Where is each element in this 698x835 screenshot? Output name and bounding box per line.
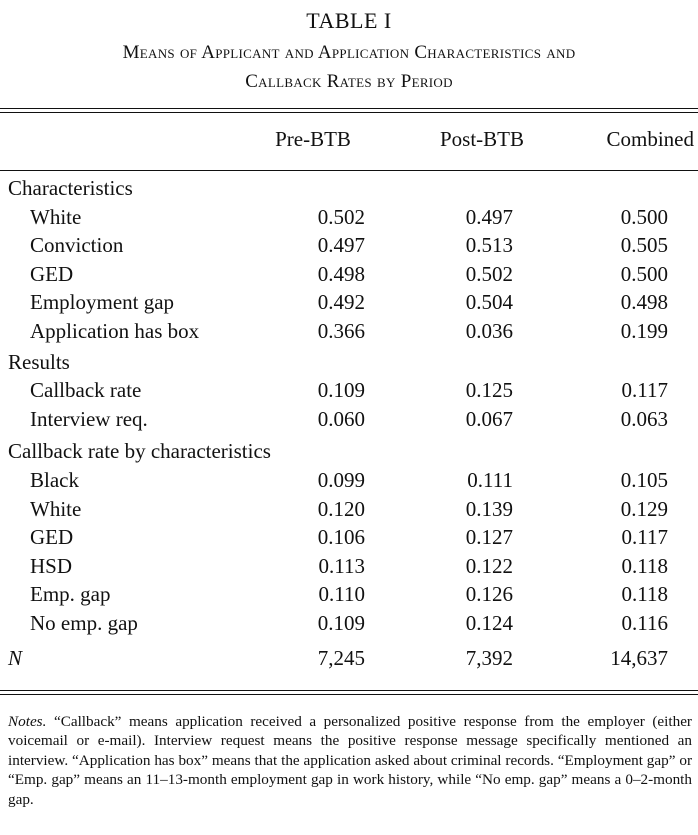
table-label: TABLE I	[306, 8, 392, 33]
row-label: GED	[30, 261, 74, 286]
cell-combined: 0.500	[620, 204, 668, 229]
cell-pre-btb: 0.060	[317, 406, 365, 431]
row-label: Employment gap	[30, 290, 175, 315]
n-pre-btb: 7,245	[317, 645, 365, 670]
cell-pre-btb: 0.110	[318, 582, 365, 607]
row-label: Conviction	[30, 233, 124, 258]
top-rule-double	[0, 112, 698, 113]
cell-combined: 0.500	[620, 261, 668, 286]
table-notes: Notes. “Callback” means application rece…	[8, 712, 692, 809]
cell-combined: 0.116	[621, 611, 668, 635]
row-label: Application has box	[30, 319, 200, 343]
cell-pre-btb: 0.106	[317, 525, 365, 550]
cell-combined: 0.117	[621, 525, 668, 550]
cell-pre-btb: 0.120	[317, 496, 365, 521]
row-label: White	[30, 204, 82, 229]
n-row-label: N	[8, 645, 23, 670]
cell-pre-btb: 0.492	[317, 290, 365, 315]
cell-post-btb: 0.504	[465, 290, 513, 315]
cell-combined: 0.118	[621, 553, 668, 578]
cell-post-btb: 0.125	[465, 378, 513, 403]
section-heading: Results	[8, 349, 70, 374]
table-caption-line-2: Callback Rates by Period	[245, 71, 453, 92]
table-caption-line-1: Means of Applicant and Application Chara…	[122, 42, 576, 63]
cell-combined: 0.498	[620, 290, 668, 315]
n-combined: 14,637	[610, 645, 668, 670]
header-rule	[0, 170, 698, 171]
row-label: GED	[30, 525, 74, 550]
row-label: White	[30, 496, 82, 521]
cell-pre-btb: 0.099	[317, 468, 365, 492]
cell-pre-btb: 0.497	[317, 233, 365, 258]
cell-post-btb: 0.111	[467, 468, 513, 492]
cell-combined: 0.118	[621, 582, 668, 607]
cell-pre-btb: 0.498	[317, 261, 365, 286]
cell-post-btb: 0.502	[465, 261, 513, 286]
column-header-combined: Combined	[606, 127, 695, 151]
cell-post-btb: 0.036	[465, 319, 513, 343]
bottom-rule	[0, 690, 698, 691]
notes-body: “Callback” means application received a …	[8, 713, 692, 808]
row-label: Emp. gap	[30, 582, 111, 607]
cell-combined: 0.105	[620, 468, 668, 492]
column-header-post-btb: Post-BTB	[439, 127, 525, 151]
cell-combined: 0.199	[620, 319, 668, 343]
cell-post-btb: 0.067	[465, 406, 513, 431]
notes-head: Notes.	[8, 713, 47, 730]
cell-post-btb: 0.122	[465, 553, 513, 578]
cell-post-btb: 0.513	[465, 233, 513, 258]
cell-post-btb: 0.139	[465, 496, 513, 521]
cell-combined: 0.117	[621, 378, 668, 403]
cell-combined: 0.129	[620, 496, 668, 521]
cell-pre-btb: 0.109	[317, 378, 365, 403]
cell-pre-btb: 0.113	[318, 553, 365, 578]
bottom-rule-double	[0, 694, 698, 695]
row-label: No emp. gap	[30, 611, 138, 635]
cell-post-btb: 0.126	[465, 582, 513, 607]
row-label: HSD	[30, 553, 73, 578]
column-header-pre-btb: Pre-BTB	[275, 127, 351, 151]
section-heading: Callback rate by characteristics	[8, 439, 271, 464]
row-label: Interview req.	[30, 406, 148, 431]
top-rule	[0, 108, 698, 109]
cell-combined: 0.505	[620, 233, 668, 258]
cell-post-btb: 0.124	[465, 611, 513, 635]
cell-post-btb: 0.497	[465, 204, 513, 229]
n-post-btb: 7,392	[465, 645, 513, 670]
cell-pre-btb: 0.502	[317, 204, 365, 229]
cell-combined: 0.063	[620, 406, 668, 431]
row-label: Callback rate	[30, 378, 142, 403]
section-heading: Characteristics	[8, 176, 133, 200]
row-label: Black	[30, 468, 79, 492]
cell-pre-btb: 0.109	[317, 611, 365, 635]
cell-post-btb: 0.127	[465, 525, 513, 550]
cell-pre-btb: 0.366	[317, 319, 365, 343]
